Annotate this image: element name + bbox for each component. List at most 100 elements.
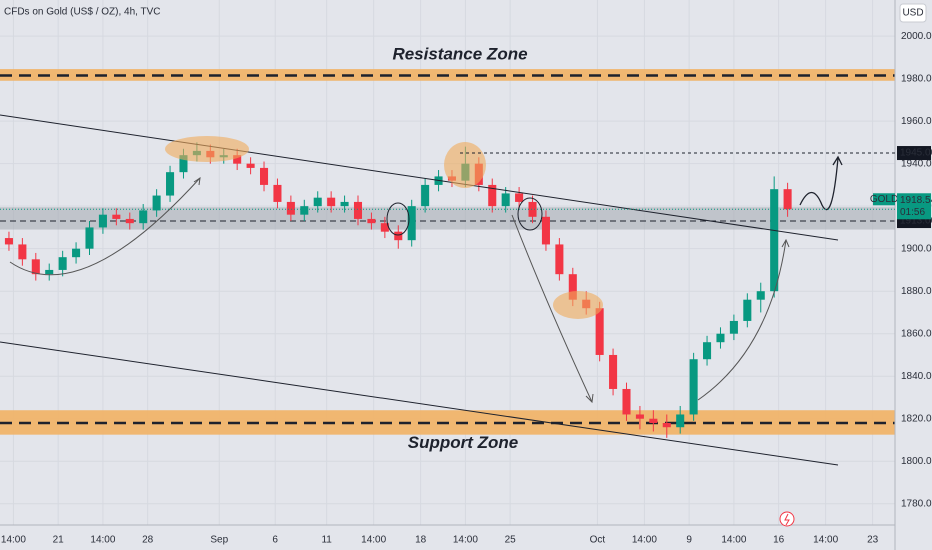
y-tick-label: 1780.00 [901,498,932,509]
x-tick-label: Oct [590,535,606,546]
y-axis-area [895,0,932,550]
arrow [9,177,201,276]
symbol-label: GOLD [870,194,898,205]
candle-body [635,414,644,419]
candle-body [380,223,389,232]
y-tick-label: 1980.00 [901,73,932,84]
candle-body [501,193,510,207]
y-tick-label: 1880.00 [901,286,932,297]
event-icon-bolt [784,513,790,526]
drawings [0,114,843,466]
zone [0,207,895,230]
candle-body [421,184,430,207]
candle-body [98,214,107,228]
candle-body [166,172,175,196]
candle-body [112,214,121,219]
arrow-head [193,176,201,186]
candle-body [528,201,537,217]
arrow [697,239,787,401]
level-label: 1913.00 [900,216,932,227]
zones: Resistance Zone Support Zone [0,45,895,452]
x-tick-label: 16 [773,535,785,546]
zone-label: Resistance Zone [392,45,527,64]
level-box [897,146,931,161]
candle-body [407,206,416,241]
highlight [444,142,486,188]
candle-body [152,195,161,211]
candle-body [568,274,577,300]
candle-body [649,418,658,423]
candle-body [662,422,671,428]
candle-body [31,259,40,275]
arrow-head [585,393,594,404]
arrow-head [781,238,790,248]
candle-body [85,227,94,249]
event-icon[interactable] [779,511,795,527]
y-tick-label: 1820.00 [901,413,932,424]
trend-line [0,114,839,241]
last-price-box [897,193,931,220]
y-tick-label: 1900.00 [901,243,932,254]
x-tick-label: 6 [272,535,278,546]
candle-body [327,197,336,207]
x-tick-label: 14:00 [721,535,746,546]
x-tick-label: 28 [142,535,154,546]
candle-body [783,189,792,210]
candle-body [313,197,322,207]
candle-body [125,218,134,224]
x-tick-label: 21 [53,535,65,546]
candle-body [286,201,295,215]
circle [386,202,410,236]
chart-title: CFDs on Gold (US$ / OZ), 4h, TVC [4,7,161,18]
candle-body [515,193,524,202]
x-tick-label: 14:00 [361,535,386,546]
candle-body [595,308,604,355]
candle-body [676,414,685,428]
candle-body [58,257,67,270]
candle-body [259,167,269,185]
candle-body [488,184,497,207]
x-tick-label: 23 [867,535,879,546]
highlight [553,291,603,319]
last-price-label: 1918.54 [900,195,932,206]
y-tick-label: 1860.00 [901,328,932,339]
candle-body [756,291,765,300]
x-tick-label: 18 [415,535,427,546]
candle-body [45,269,54,275]
candle-body [716,333,725,343]
candles [4,142,792,438]
candle-body [353,201,363,219]
candle-body [139,210,148,224]
x-tick-label: Sep [210,535,228,546]
candle-body [233,155,242,164]
x-tick-label: 14:00 [813,535,838,546]
y-tick-label: 1960.00 [901,116,932,127]
candle-body [541,216,550,245]
highlight [165,136,249,162]
candle-body [770,189,779,292]
candle-body [609,354,618,389]
x-tick-label: 14:00 [90,535,115,546]
symbol-box [873,193,895,206]
x-tick-label: 14:00 [453,535,478,546]
candle-body [4,238,13,245]
candle-body [394,231,403,241]
x-tick-label: 14:00 [632,535,657,546]
x-tick-label: 14:00 [1,535,26,546]
x-tick-label: 25 [505,535,517,546]
candle-body [555,244,564,275]
candle-body [246,163,255,168]
projection [799,157,839,211]
y-tick-label: 1800.00 [901,456,932,467]
currency-box[interactable] [899,3,927,23]
candle-body [622,388,631,415]
candle-body [179,155,188,173]
candle-body [367,218,376,224]
candle-body [300,206,309,215]
currency[interactable]: USD [902,8,923,19]
y-tick-label: 1940.00 [901,158,932,169]
candle-body [18,244,27,260]
